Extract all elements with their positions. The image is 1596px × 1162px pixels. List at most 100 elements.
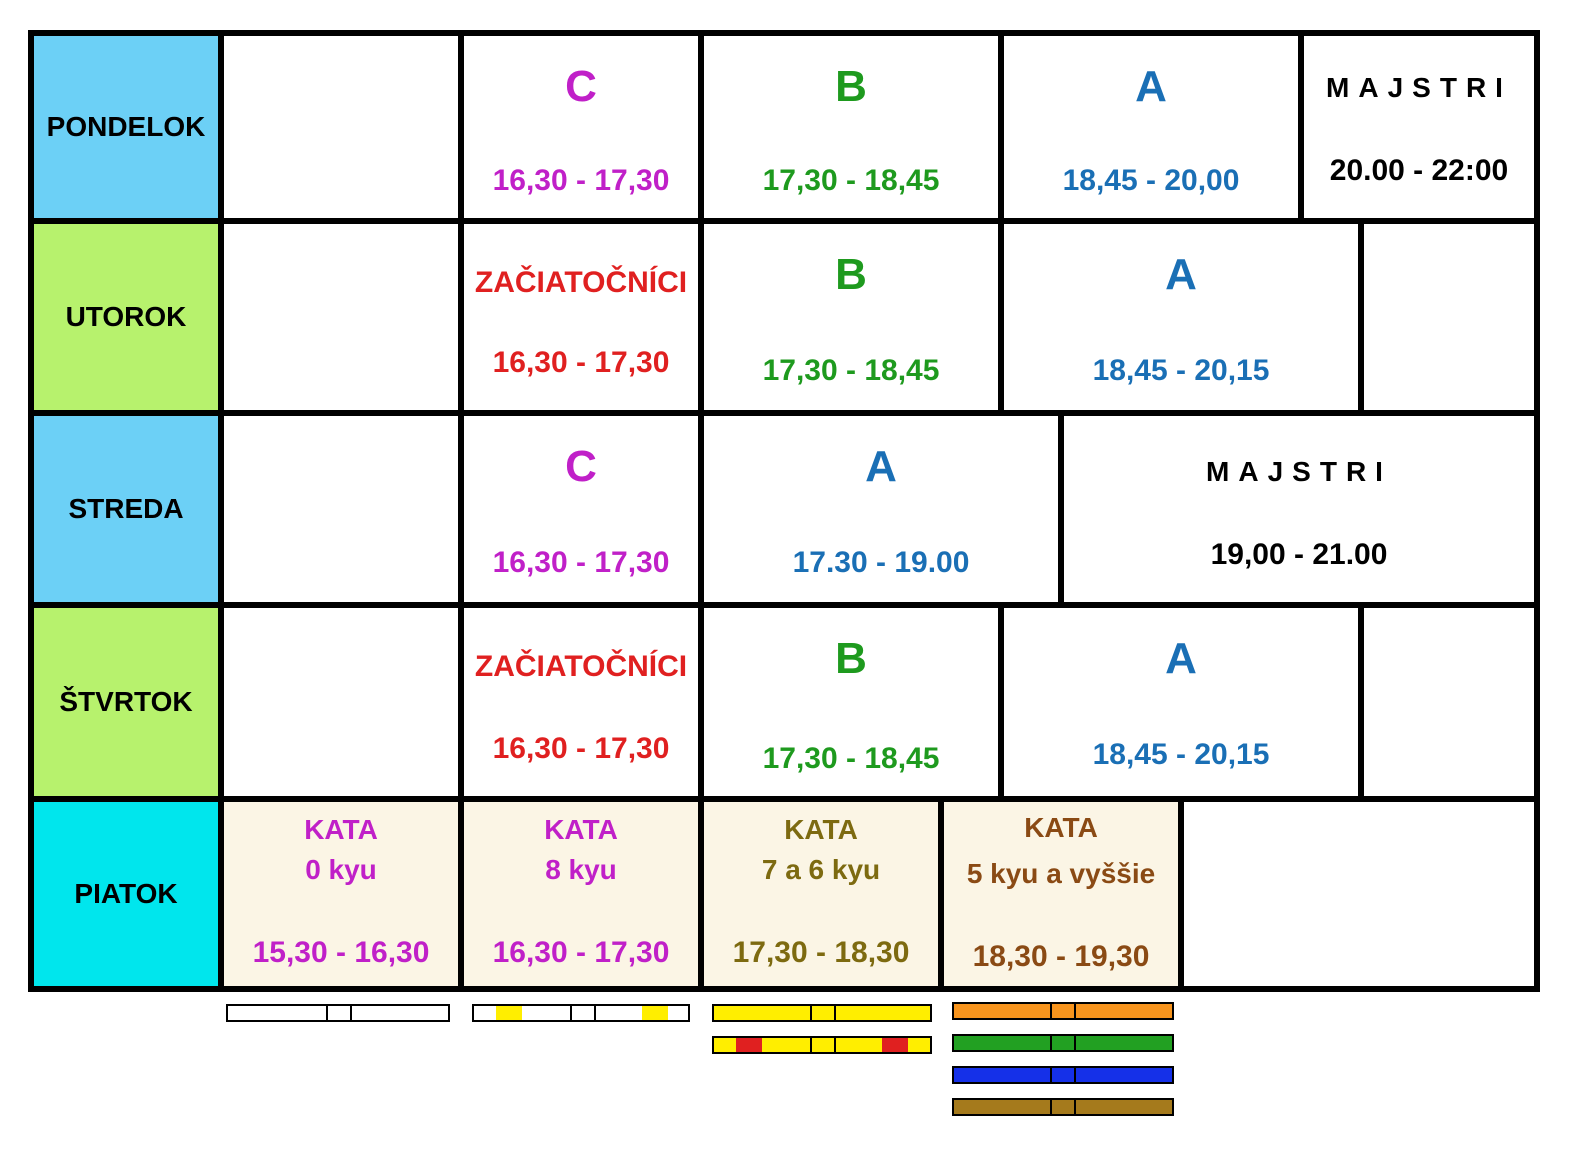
kata-level: 5 kyu a vyššie: [966, 858, 1156, 889]
yellow-belt: [712, 1004, 932, 1022]
slot-thu-beginners: ZAČIATOČNÍCI 16,30 - 17,30: [458, 602, 704, 802]
belt-knot: [1074, 1004, 1076, 1018]
belt-knot: [594, 1006, 596, 1020]
slot-tue-beginners: ZAČIATOČNÍCI 16,30 - 17,30: [458, 218, 704, 416]
empty-slot: [218, 30, 464, 224]
slot-fri-kata-7-6kyu: KATA 7 a 6 kyu 17,30 - 18,30: [698, 796, 944, 992]
kata-title: KATA: [1024, 812, 1098, 843]
belt-knot: [570, 1006, 572, 1020]
group-label: A: [1165, 634, 1197, 683]
group-label: A: [1165, 250, 1197, 299]
time-label: 18,45 - 20,00: [1062, 164, 1240, 197]
belt-knot: [1074, 1068, 1076, 1082]
day-thursday: ŠTVRTOK: [28, 602, 224, 802]
time-label: 18,45 - 20,15: [1092, 738, 1270, 771]
time-label: 17,30 - 18,45: [762, 354, 940, 387]
day-friday: PIATOK: [28, 796, 224, 992]
slot-tue-a: A 18,45 - 20,15: [998, 218, 1364, 416]
empty-slot: [218, 602, 464, 802]
time-label: 19,00 - 21.00: [1210, 538, 1388, 571]
belt-knot: [1050, 1004, 1052, 1018]
belt-knot: [810, 1038, 812, 1052]
slot-wed-majstri: MAJSTRI 19,00 - 21.00: [1058, 410, 1540, 608]
empty-slot: [1358, 602, 1540, 802]
kata-title: KATA: [784, 814, 858, 845]
slot-wed-a: A 17.30 - 19.00: [698, 410, 1064, 608]
slot-thu-b: B 17,30 - 18,45: [698, 602, 1004, 802]
white-belt: [226, 1004, 450, 1022]
group-label: ZAČIATOČNÍCI: [474, 266, 688, 299]
belt-knot: [326, 1006, 328, 1020]
time-label: 16,30 - 17,30: [492, 346, 670, 379]
day-label: STREDA: [68, 493, 184, 524]
day-label: PONDELOK: [46, 111, 206, 142]
group-label: B: [835, 62, 867, 111]
time-label: 20.00 - 22:00: [1329, 154, 1509, 187]
group-label: C: [565, 442, 597, 491]
belt-knot: [810, 1006, 812, 1020]
belt-stripe: [736, 1038, 762, 1052]
slot-fri-kata-0kyu: KATA 0 kyu 15,30 - 16,30: [218, 796, 464, 992]
time-label: 18,30 - 19,30: [972, 940, 1150, 973]
group-label: ZAČIATOČNÍCI: [474, 650, 688, 683]
brown-belt: [952, 1098, 1174, 1116]
time-label: 17,30 - 18,30: [732, 936, 910, 969]
belt-knot: [1074, 1036, 1076, 1050]
time-label: 17.30 - 19.00: [792, 546, 970, 579]
kata-level: 8 kyu: [545, 854, 617, 885]
slot-mon-majstri: MAJSTRI 20.00 - 22:00: [1298, 30, 1540, 224]
slot-fri-kata-8kyu: KATA 8 kyu 16,30 - 17,30: [458, 796, 704, 992]
empty-slot: [1178, 796, 1540, 992]
kata-title: KATA: [544, 814, 618, 845]
belt-knot: [1050, 1100, 1052, 1114]
time-label: 16,30 - 17,30: [492, 164, 670, 197]
belt-stripe: [642, 1006, 668, 1020]
time-label: 16,30 - 17,30: [492, 936, 670, 969]
slot-thu-a: A 18,45 - 20,15: [998, 602, 1364, 802]
group-label: MAJSTRI: [1326, 72, 1512, 103]
day-label: PIATOK: [74, 878, 178, 909]
day-label: UTOROK: [65, 301, 187, 332]
day-tuesday: UTOROK: [28, 218, 224, 416]
orange-belt: [952, 1002, 1174, 1020]
white-belt-yellow-stripes: [472, 1004, 690, 1022]
belt-knot: [350, 1006, 352, 1020]
day-monday: PONDELOK: [28, 30, 224, 224]
day-label: ŠTVRTOK: [59, 686, 193, 717]
empty-slot: [218, 410, 464, 608]
belt-knot: [1050, 1036, 1052, 1050]
time-label: 17,30 - 18,45: [762, 742, 940, 775]
group-label: C: [565, 62, 597, 111]
belt-knot: [1074, 1100, 1076, 1114]
slot-fri-kata-5kyu: KATA 5 kyu a vyššie 18,30 - 19,30: [938, 796, 1184, 992]
time-label: 16,30 - 17,30: [492, 546, 670, 579]
kata-level: 0 kyu: [305, 854, 377, 885]
kata-title: KATA: [304, 814, 378, 845]
group-label: B: [835, 634, 867, 683]
belt-knot: [834, 1006, 836, 1020]
slot-mon-b: B 17,30 - 18,45: [698, 30, 1004, 224]
belt-knot: [1050, 1068, 1052, 1082]
yellow-belt-red-stripes: [712, 1036, 932, 1054]
time-label: 17,30 - 18,45: [762, 164, 940, 197]
group-label: A: [865, 442, 897, 491]
empty-slot: [218, 218, 464, 416]
slot-mon-c: C 16,30 - 17,30: [458, 30, 704, 224]
slot-tue-b: B 17,30 - 18,45: [698, 218, 1004, 416]
empty-slot: [1358, 218, 1540, 416]
group-label: A: [1135, 62, 1167, 111]
slot-wed-c: C 16,30 - 17,30: [458, 410, 704, 608]
time-label: 18,45 - 20,15: [1092, 354, 1270, 387]
green-belt: [952, 1034, 1174, 1052]
time-label: 15,30 - 16,30: [252, 936, 430, 969]
belt-stripe: [882, 1038, 908, 1052]
belt-knot: [834, 1038, 836, 1052]
slot-mon-a: A 18,45 - 20,00: [998, 30, 1304, 224]
blue-belt: [952, 1066, 1174, 1084]
group-label: MAJSTRI: [1206, 456, 1392, 487]
time-label: 16,30 - 17,30: [492, 732, 670, 765]
group-label: B: [835, 250, 867, 299]
belt-stripe: [496, 1006, 522, 1020]
kata-level: 7 a 6 kyu: [761, 854, 881, 885]
day-wednesday: STREDA: [28, 410, 224, 608]
